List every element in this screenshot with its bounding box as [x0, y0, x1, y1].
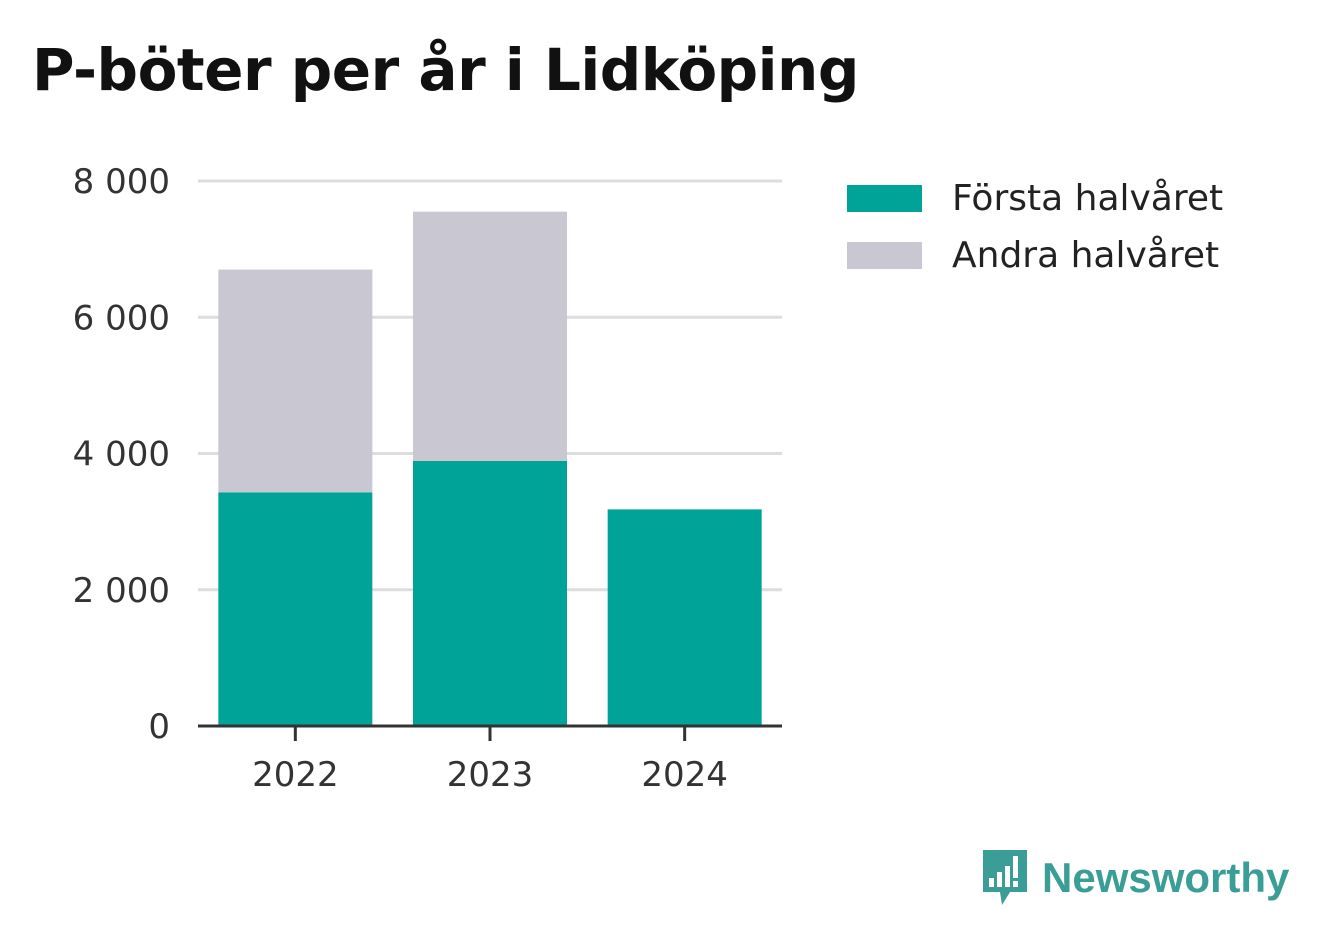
bar-2024-series-0 — [607, 509, 762, 726]
legend-swatch-first-half — [847, 185, 922, 212]
bar-2023-series-1 — [413, 211, 567, 461]
x-tick-label: 2022 — [252, 755, 339, 795]
newsworthy-logo-icon — [983, 850, 1027, 905]
y-tick-label: 6 000 — [73, 298, 170, 338]
bar-2022-series-1 — [218, 269, 373, 493]
x-tick-label: 2024 — [641, 755, 728, 795]
legend-label-second-half: Andra halvåret — [952, 235, 1220, 276]
chart-title: P-böter per år i Lidköping — [32, 36, 859, 104]
legend-item-first-half: Första halvåret — [847, 170, 1223, 227]
bar-2023-series-0 — [413, 460, 567, 726]
y-tick-label: 4 000 — [73, 435, 170, 475]
brand-name: Newsworthy — [1042, 854, 1290, 901]
y-tick-label: 0 — [148, 707, 170, 747]
legend-item-second-half: Andra halvåret — [847, 227, 1223, 284]
legend: Första halvåret Andra halvåret — [847, 170, 1223, 284]
y-tick-label: 2 000 — [73, 571, 170, 611]
x-tick-label: 2023 — [447, 755, 534, 795]
legend-label-first-half: Första halvåret — [952, 178, 1224, 219]
bar-2022-series-0 — [218, 492, 373, 726]
brand-logo: Newsworthy — [980, 848, 1289, 908]
y-tick-label: 8 000 — [73, 162, 170, 202]
legend-swatch-second-half — [847, 242, 922, 269]
